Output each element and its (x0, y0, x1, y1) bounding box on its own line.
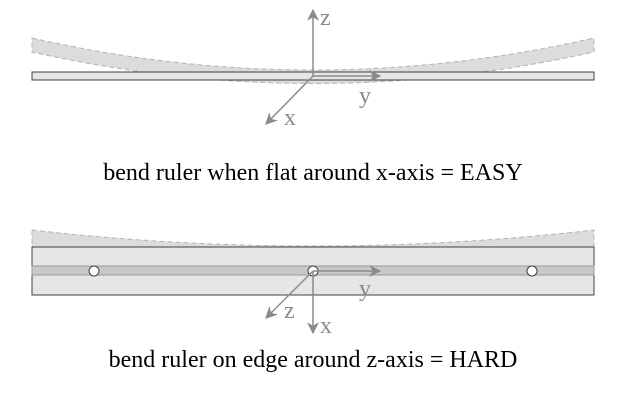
bottom-x-label: x (320, 313, 332, 339)
top-x-axis (265, 75, 314, 125)
bottom-z-axis (265, 270, 314, 319)
bottom-ruler-hole-left (88, 265, 100, 277)
top-z-label: z (320, 5, 331, 31)
caption-hard: bend ruler on edge around z-axis = HARD (108, 347, 518, 373)
bottom-ruler-hole-right (526, 265, 538, 277)
bottom-z-label: z (284, 298, 295, 324)
top-y-label: y (359, 83, 371, 109)
top-scenario: z y x (31, 5, 595, 131)
caption-easy: bend ruler when flat around x-axis = EAS… (103, 160, 523, 186)
bottom-y-label: y (359, 276, 371, 302)
top-x-label: x (284, 105, 296, 131)
bottom-scenario: y z x (31, 229, 595, 339)
